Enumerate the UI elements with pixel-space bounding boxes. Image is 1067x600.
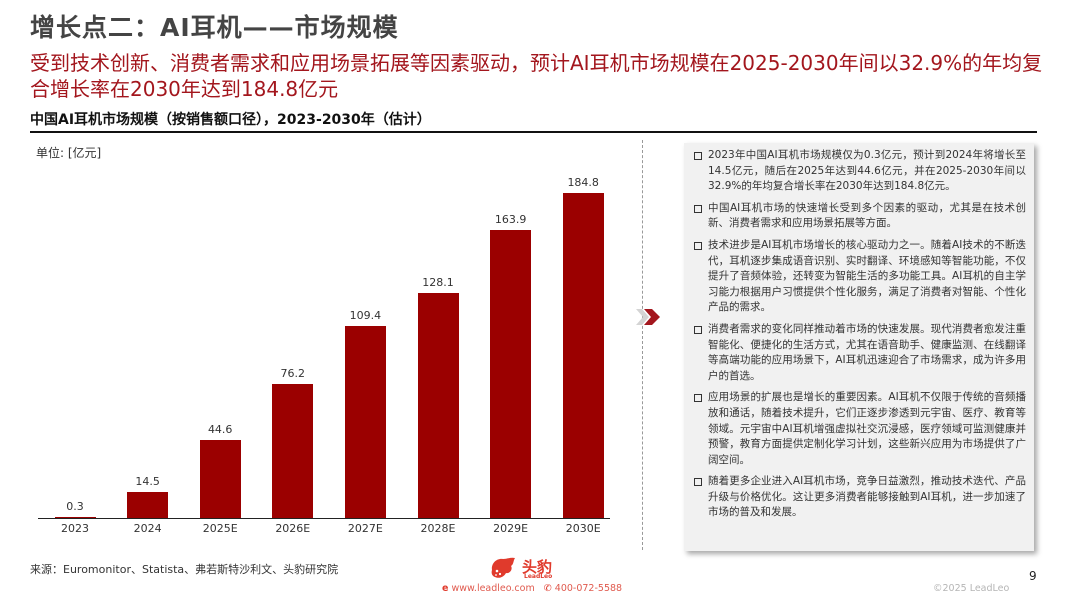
- ie-web-icon: e: [442, 583, 449, 594]
- x-axis-line: [38, 518, 610, 519]
- bar-2025E: [199, 439, 241, 518]
- x-axis-tick-label: 2030E: [565, 522, 601, 535]
- x-axis-tick-label: 2027E: [347, 522, 383, 535]
- insight-text: 2023年中国AI耳机市场规模仅为0.3亿元，预计到2024年将增长至14.5亿…: [708, 149, 1026, 193]
- insight-text: 应用场景的扩展也是增长的重要因素。AI耳机不仅限于传统的音频播放和通话，随着技术…: [708, 391, 1026, 466]
- insight-text: 随着更多企业进入AI耳机市场，竞争日益激烈，推动技术迭代、产品升级与价格优化。这…: [708, 475, 1026, 519]
- hollow-square-bullet-icon: [694, 394, 702, 403]
- logo-text-cn: 头豹: [522, 558, 553, 576]
- phone-icon: ✆: [543, 583, 552, 594]
- x-axis-tick-label: 2029E: [493, 522, 529, 535]
- contact-line: e www.leadleo.com ✆ 400-072-5588: [442, 583, 622, 594]
- phone-number: 400-072-5588: [554, 583, 623, 594]
- hollow-square-bullet-icon: [694, 478, 702, 487]
- bar-value-label: 163.9: [494, 212, 527, 226]
- bar-value-label: 0.3: [66, 500, 84, 514]
- insight-text: 中国AI耳机市场的快速增长受到多个因素的驱动，尤其是在技术创新、消费者需求和应用…: [708, 201, 1026, 230]
- hollow-square-bullet-icon: [694, 325, 702, 334]
- bar-2023: [54, 517, 96, 518]
- leadleo-logo[interactable]: 头豹 LeadLeo e www.leadleo.com ✆ 400-072-5…: [442, 556, 642, 598]
- dashed-divider: [642, 140, 643, 550]
- insights-panel: 2023年中国AI耳机市场规模仅为0.3亿元，预计到2024年将增长至14.5亿…: [684, 143, 1034, 551]
- hollow-square-bullet-icon: [694, 152, 702, 160]
- chart-unit-label: 单位: [亿元]: [36, 146, 102, 160]
- bar-2029E: [490, 229, 532, 518]
- source-note: 来源：Euromonitor、Statista、弗若斯特沙利文、头豹研究院: [30, 563, 339, 576]
- bar-value-label: 44.6: [207, 422, 233, 436]
- bar-value-label: 76.2: [280, 366, 306, 380]
- insight-item: 随着更多企业进入AI耳机市场，竞争日益激烈，推动技术迭代、产品升级与价格优化。这…: [694, 474, 1026, 521]
- page-number: 9: [1029, 569, 1037, 583]
- bar-value-label: 184.8: [567, 176, 599, 189]
- website-link[interactable]: www.leadleo.com: [451, 583, 535, 594]
- bar-value-label: 109.4: [349, 308, 382, 322]
- bar-2026E: [272, 383, 314, 518]
- insight-text: 消费者需求的变化同样推动着市场的快速发展。现代消费者愈发注重智能化、便捷化的生活…: [708, 322, 1026, 382]
- heading-divider: [30, 131, 1037, 133]
- page-title: 增长点二：AI耳机——市场规模: [30, 13, 399, 42]
- chart-heading: 中国AI耳机市场规模（按销售额口径），2023-2030年（估计）: [30, 112, 431, 128]
- page-subtitle: 受到技术创新、消费者需求和应用场景拓展等因素驱动，预计AI耳机市场规模在2025…: [30, 51, 1043, 101]
- x-axis-tick-label: 2024: [133, 522, 162, 535]
- x-axis-tick-label: 2028E: [420, 522, 456, 535]
- bar-value-label: 128.1: [422, 275, 454, 289]
- bar-2027E: [344, 325, 386, 518]
- bar-2028E: [417, 292, 459, 518]
- copyright: ©2025 LeadLeo: [933, 583, 1010, 594]
- x-axis-tick-label: 2023: [61, 522, 89, 535]
- insight-item: 技术进步是AI耳机市场增长的核心驱动力之一。随着AI技术的不断迭代，耳机逐步集成…: [694, 238, 1026, 316]
- bar-chart: 0.3 2023 14.5 2024 44.6 2025E 76.2 2026E 109.4 20…: [38, 176, 610, 535]
- bar-value-label: 14.5: [135, 475, 160, 489]
- insight-text: 技术进步是AI耳机市场增长的核心驱动力之一。随着AI技术的不断迭代，耳机逐步集成…: [708, 238, 1026, 314]
- double-chevron-right-icon: [636, 309, 660, 325]
- x-axis-tick-label: 2026E: [275, 522, 311, 535]
- insight-item: 中国AI耳机市场的快速增长受到多个因素的驱动，尤其是在技术创新、消费者需求和应用…: [694, 201, 1026, 232]
- bar-2030E: [562, 193, 604, 518]
- bar-2024: [127, 492, 169, 518]
- insight-item: 消费者需求的变化同样推动着市场的快速发展。现代消费者愈发注重智能化、便捷化的生活…: [694, 322, 1026, 384]
- hollow-square-bullet-icon: [694, 204, 702, 213]
- insight-item: 2023年中国AI耳机市场规模仅为0.3亿元，预计到2024年将增长至14.5亿…: [694, 148, 1026, 195]
- logo-text-en: LeadLeo: [524, 573, 553, 580]
- insight-item: 应用场景的扩展也是增长的重要因素。AI耳机不仅限于传统的音频播放和通话，随着技术…: [694, 390, 1026, 468]
- x-axis-tick-label: 2025E: [202, 522, 238, 535]
- hollow-square-bullet-icon: [694, 241, 702, 250]
- leopard-logo-icon: [491, 557, 515, 578]
